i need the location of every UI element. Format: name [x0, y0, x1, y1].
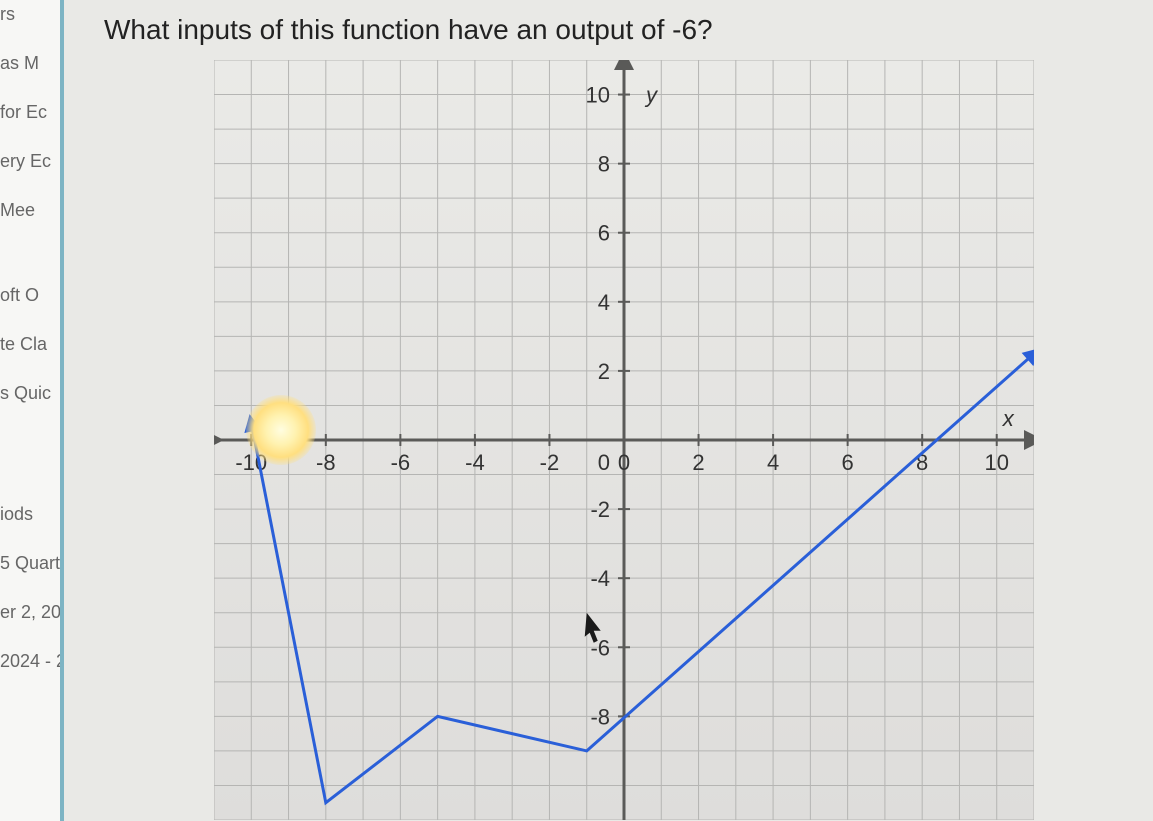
sidebar-item — [0, 468, 60, 476]
svg-text:y: y — [644, 83, 659, 108]
svg-text:8: 8 — [598, 152, 610, 177]
question-text: What inputs of this function have an out… — [64, 0, 1153, 46]
sidebar-item: as M — [0, 53, 60, 74]
sidebar-item: te Cla — [0, 334, 60, 355]
sidebar-item: 5 Quart — [0, 553, 60, 574]
sidebar-item — [0, 249, 60, 257]
svg-text:0: 0 — [618, 450, 630, 475]
svg-text:2: 2 — [598, 359, 610, 384]
svg-text:-6: -6 — [391, 450, 411, 475]
svg-text:0: 0 — [598, 450, 610, 475]
sidebar-item: oft O — [0, 285, 60, 306]
sidebar-item — [0, 432, 60, 440]
svg-text:-10: -10 — [235, 450, 267, 475]
svg-text:-2: -2 — [590, 497, 610, 522]
function-chart: -10-8-6-4-20246810-8-6-4-22468100yx — [214, 60, 1034, 820]
svg-text:4: 4 — [767, 450, 779, 475]
sidebar-item: iods — [0, 504, 60, 525]
sidebar-item: rs — [0, 4, 60, 25]
svg-text:6: 6 — [842, 450, 854, 475]
svg-text:10: 10 — [984, 450, 1008, 475]
sidebar-item: for Ec — [0, 102, 60, 123]
main-panel: What inputs of this function have an out… — [64, 0, 1153, 821]
svg-text:2: 2 — [692, 450, 704, 475]
svg-text:6: 6 — [598, 221, 610, 246]
sidebar-item: er 2, 20 — [0, 602, 60, 623]
svg-text:-4: -4 — [590, 566, 610, 591]
svg-text:4: 4 — [598, 290, 610, 315]
svg-text:-4: -4 — [465, 450, 485, 475]
chart-container: -10-8-6-4-20246810-8-6-4-22468100yx — [214, 60, 1034, 820]
svg-text:x: x — [1002, 406, 1015, 431]
sidebar-item: s Quic — [0, 383, 60, 404]
svg-text:-8: -8 — [590, 704, 610, 729]
sidebar-item: Mee — [0, 200, 60, 221]
svg-text:-2: -2 — [540, 450, 560, 475]
svg-text:10: 10 — [586, 83, 610, 108]
sidebar: rs as M for Ec ery Ec Mee oft O te Cla s Quic io… — [0, 0, 64, 821]
sidebar-item: ery Ec — [0, 151, 60, 172]
sidebar-item: 2024 - 2 — [0, 651, 60, 672]
svg-text:-8: -8 — [316, 450, 336, 475]
